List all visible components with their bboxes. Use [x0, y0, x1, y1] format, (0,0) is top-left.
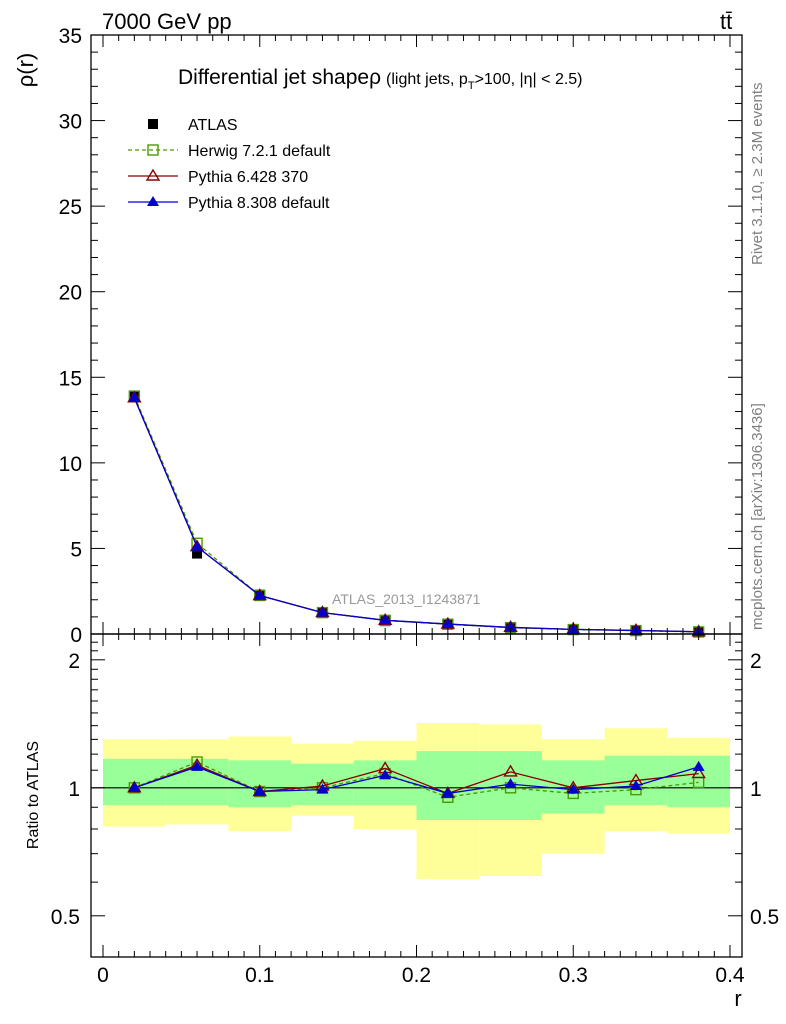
x-tick-label-3: 0.3 — [559, 964, 588, 987]
y-tick-label-top-3: 15 — [59, 367, 82, 390]
y-tick-label-top-1: 5 — [70, 538, 82, 561]
process-label: tt̄ — [720, 9, 732, 34]
y-tick-label-bottom-right-0: 0.5 — [750, 906, 779, 929]
x-axis-label: r — [734, 986, 741, 1011]
point-top-pythia-8-308-default-1 — [191, 540, 204, 551]
y-tick-label-top-4: 20 — [59, 282, 82, 305]
legend-label-atlas: ATLAS — [188, 117, 238, 134]
point-top-pythia-8-308-default-5 — [441, 618, 454, 629]
x-tick-label-2: 0.2 — [402, 964, 431, 987]
ratio-panel-lines — [127, 756, 706, 803]
mcplots-label: mcplots.cern.ch [arXiv:1306.3436] — [749, 403, 766, 630]
point-top-pythia-8-308-default-2 — [253, 589, 266, 600]
ratio-bands — [91, 723, 742, 880]
title-sub: T — [468, 80, 475, 92]
title-rho: ρ — [369, 66, 381, 89]
legend-label-pythia-8-308-default: Pythia 8.308 default — [188, 195, 330, 212]
band-inner-4 — [353, 760, 417, 806]
title-main: Differential jet shape — [178, 66, 369, 89]
title-paren-rest: >100, |η| < 2.5) — [475, 71, 583, 88]
point-top-pythia-8-308-default-4 — [379, 614, 392, 625]
y-tick-label-bottom-left-2: 2 — [68, 650, 80, 673]
y-tick-label-top-6: 30 — [59, 111, 82, 134]
rivet-label: Rivet 3.1.10, ≥ 2.3M events — [749, 83, 766, 266]
legend-marker-pythia-6-428-370 — [145, 168, 161, 181]
legend-label-herwig-7-2-1-default: Herwig 7.2.1 default — [188, 143, 331, 160]
point-ratio-pythia-8-308-default-3 — [316, 783, 329, 794]
point-top-pythia-8-308-default-6 — [504, 621, 517, 632]
legend-marker-atlas — [148, 119, 158, 129]
y-tick-label-bottom-left-1: 1 — [68, 778, 80, 801]
point-top-atlas-1 — [192, 548, 203, 559]
point-ratio-pythia-8-308-default-5 — [441, 787, 454, 798]
point-ratio-pythia-6-428-370-9 — [691, 766, 706, 779]
y-tick-label-bottom-left-0: 0.5 — [51, 906, 80, 929]
analysis-watermark: ATLAS_2013_I1243871 — [332, 591, 481, 607]
legend-label-pythia-6-428-370: Pythia 6.428 370 — [188, 169, 308, 186]
point-ratio-pythia-8-308-default-8 — [629, 779, 642, 790]
point-ratio-pythia-8-308-default-1 — [191, 760, 204, 771]
series-line-ratio-pythia-8-308-default — [134, 766, 699, 795]
x-tick-label-1: 0.1 — [245, 964, 274, 987]
point-ratio-pythia-8-308-default-2 — [253, 785, 266, 796]
y-tick-label-top-7: 35 — [59, 25, 82, 48]
y-tick-label-bottom-right-1: 1 — [750, 778, 762, 801]
chart-title: Differential jet shapeρ (light jets, pT>1… — [178, 66, 583, 92]
point-top-pythia-8-308-default-0 — [128, 391, 141, 402]
y-tick-label-top-2: 10 — [59, 453, 82, 476]
y-tick-label-top-0: 0 — [70, 624, 82, 647]
y-tick-label-bottom-right-2: 2 — [750, 650, 762, 673]
point-ratio-pythia-8-308-default-0 — [128, 781, 141, 792]
point-ratio-pythia-8-308-default-7 — [567, 783, 580, 794]
y-axis-label-bottom: Ratio to ATLAS — [25, 741, 42, 849]
point-top-pythia-8-308-default-3 — [316, 606, 329, 617]
series-line-ratio-pythia-6-428-370 — [134, 764, 699, 795]
legend-marker-herwig-7-2-1-default — [147, 144, 159, 156]
series-line-ratio-herwig-7-2-1-default — [134, 761, 699, 798]
x-tick-label-0: 0 — [97, 964, 109, 987]
point-ratio-pythia-8-308-default-6 — [504, 778, 517, 789]
point-ratio-pythia-6-428-370-6 — [503, 764, 518, 777]
y-tick-label-top-5: 25 — [59, 196, 82, 219]
axes-frames: 0 0.1 0.2 0.3 0.4 0 5 10 15 20 25 30 35 0.5 0.5 1 1 2 2 — [51, 25, 779, 987]
band-inner-2 — [228, 760, 292, 808]
y-axis-label-top: ρ(r) — [13, 53, 38, 88]
legend: ATLAS Herwig 7.2.1 default Pythia 6.428 37… — [128, 117, 331, 212]
legend-marker-pythia-8-308-default — [147, 196, 159, 206]
point-ratio-pythia-8-308-default-4 — [379, 769, 392, 780]
x-tick-label-4: 0.4 — [715, 964, 745, 987]
title-paren-open: (light jets, p — [386, 71, 468, 88]
energy-label: 7000 GeV pp — [102, 9, 232, 34]
point-ratio-pythia-8-308-default-9 — [692, 760, 705, 771]
